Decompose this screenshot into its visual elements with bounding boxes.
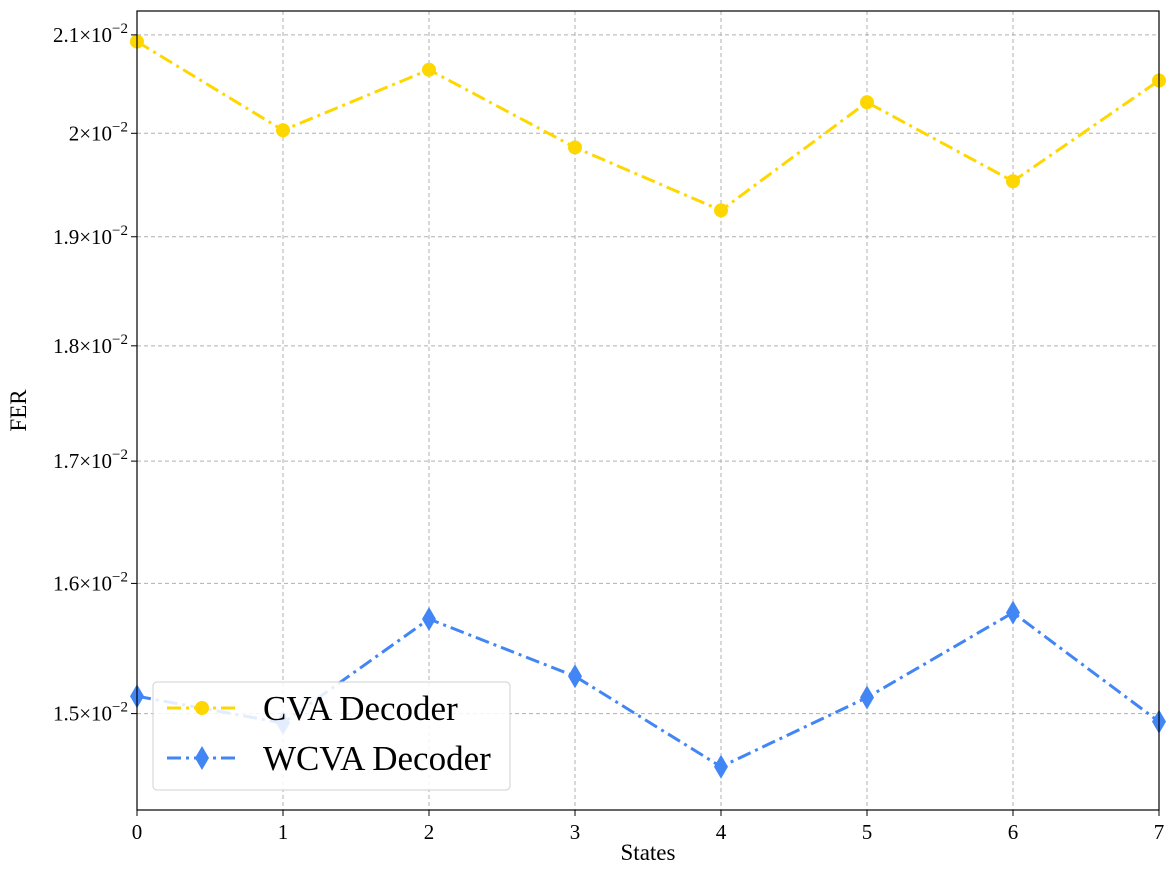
x-tick-label: 4 (716, 820, 727, 844)
y-tick-label: 2×10−2 (69, 119, 128, 145)
y-tick-label: 1.5×10−2 (53, 700, 128, 726)
data-point-marker (422, 607, 436, 632)
x-tick-label: 2 (424, 820, 435, 844)
legend-entry: CVA Decoder (167, 689, 458, 728)
x-tick-label: 0 (132, 820, 143, 844)
data-point-marker (568, 140, 582, 155)
x-tick-label: 1 (278, 820, 289, 844)
legend-entry: WCVA Decoder (167, 739, 491, 778)
x-tick-label: 6 (1008, 820, 1019, 844)
series-layer (130, 34, 1166, 779)
y-tick-label: 1.6×10−2 (53, 569, 128, 595)
data-point-marker (276, 123, 290, 138)
legend-label: CVA Decoder (263, 689, 458, 728)
data-point-marker (860, 95, 874, 110)
legend-box (152, 681, 511, 791)
plot-frame (136, 10, 1160, 811)
x-axis-label: States (621, 840, 676, 865)
x-tick-label: 7 (1154, 820, 1165, 844)
series-cva-decoder (130, 34, 1166, 218)
data-point-marker (568, 664, 582, 689)
x-tick-label: 5 (862, 820, 873, 844)
legend-label: WCVA Decoder (263, 739, 491, 778)
legend-marker (195, 701, 209, 715)
series-line (136, 40, 1160, 213)
y-tick-label: 1.8×10−2 (53, 332, 128, 358)
data-point-marker (714, 754, 728, 779)
y-tick-label: 1.7×10−2 (53, 447, 128, 473)
data-point-marker (1006, 174, 1020, 189)
x-tick-label: 3 (570, 820, 581, 844)
legend: CVA Decoder WCVA Decoder (152, 681, 511, 791)
data-point-marker (714, 203, 728, 218)
data-point-marker (1006, 600, 1020, 625)
data-point-marker (422, 62, 436, 77)
series-line (136, 610, 1160, 769)
y-axis-label: FER (6, 389, 31, 432)
y-tick-label: 2.1×10−2 (53, 21, 128, 47)
data-point-marker (860, 685, 874, 710)
legend-marker (195, 746, 209, 770)
y-tick-label: 1.9×10−2 (53, 223, 128, 249)
ticks: 0 1 2 3 4 5 6 7 1.5×10−2 1.6×10−2 1.7×10−2 1.8×10−2… (53, 21, 1164, 844)
